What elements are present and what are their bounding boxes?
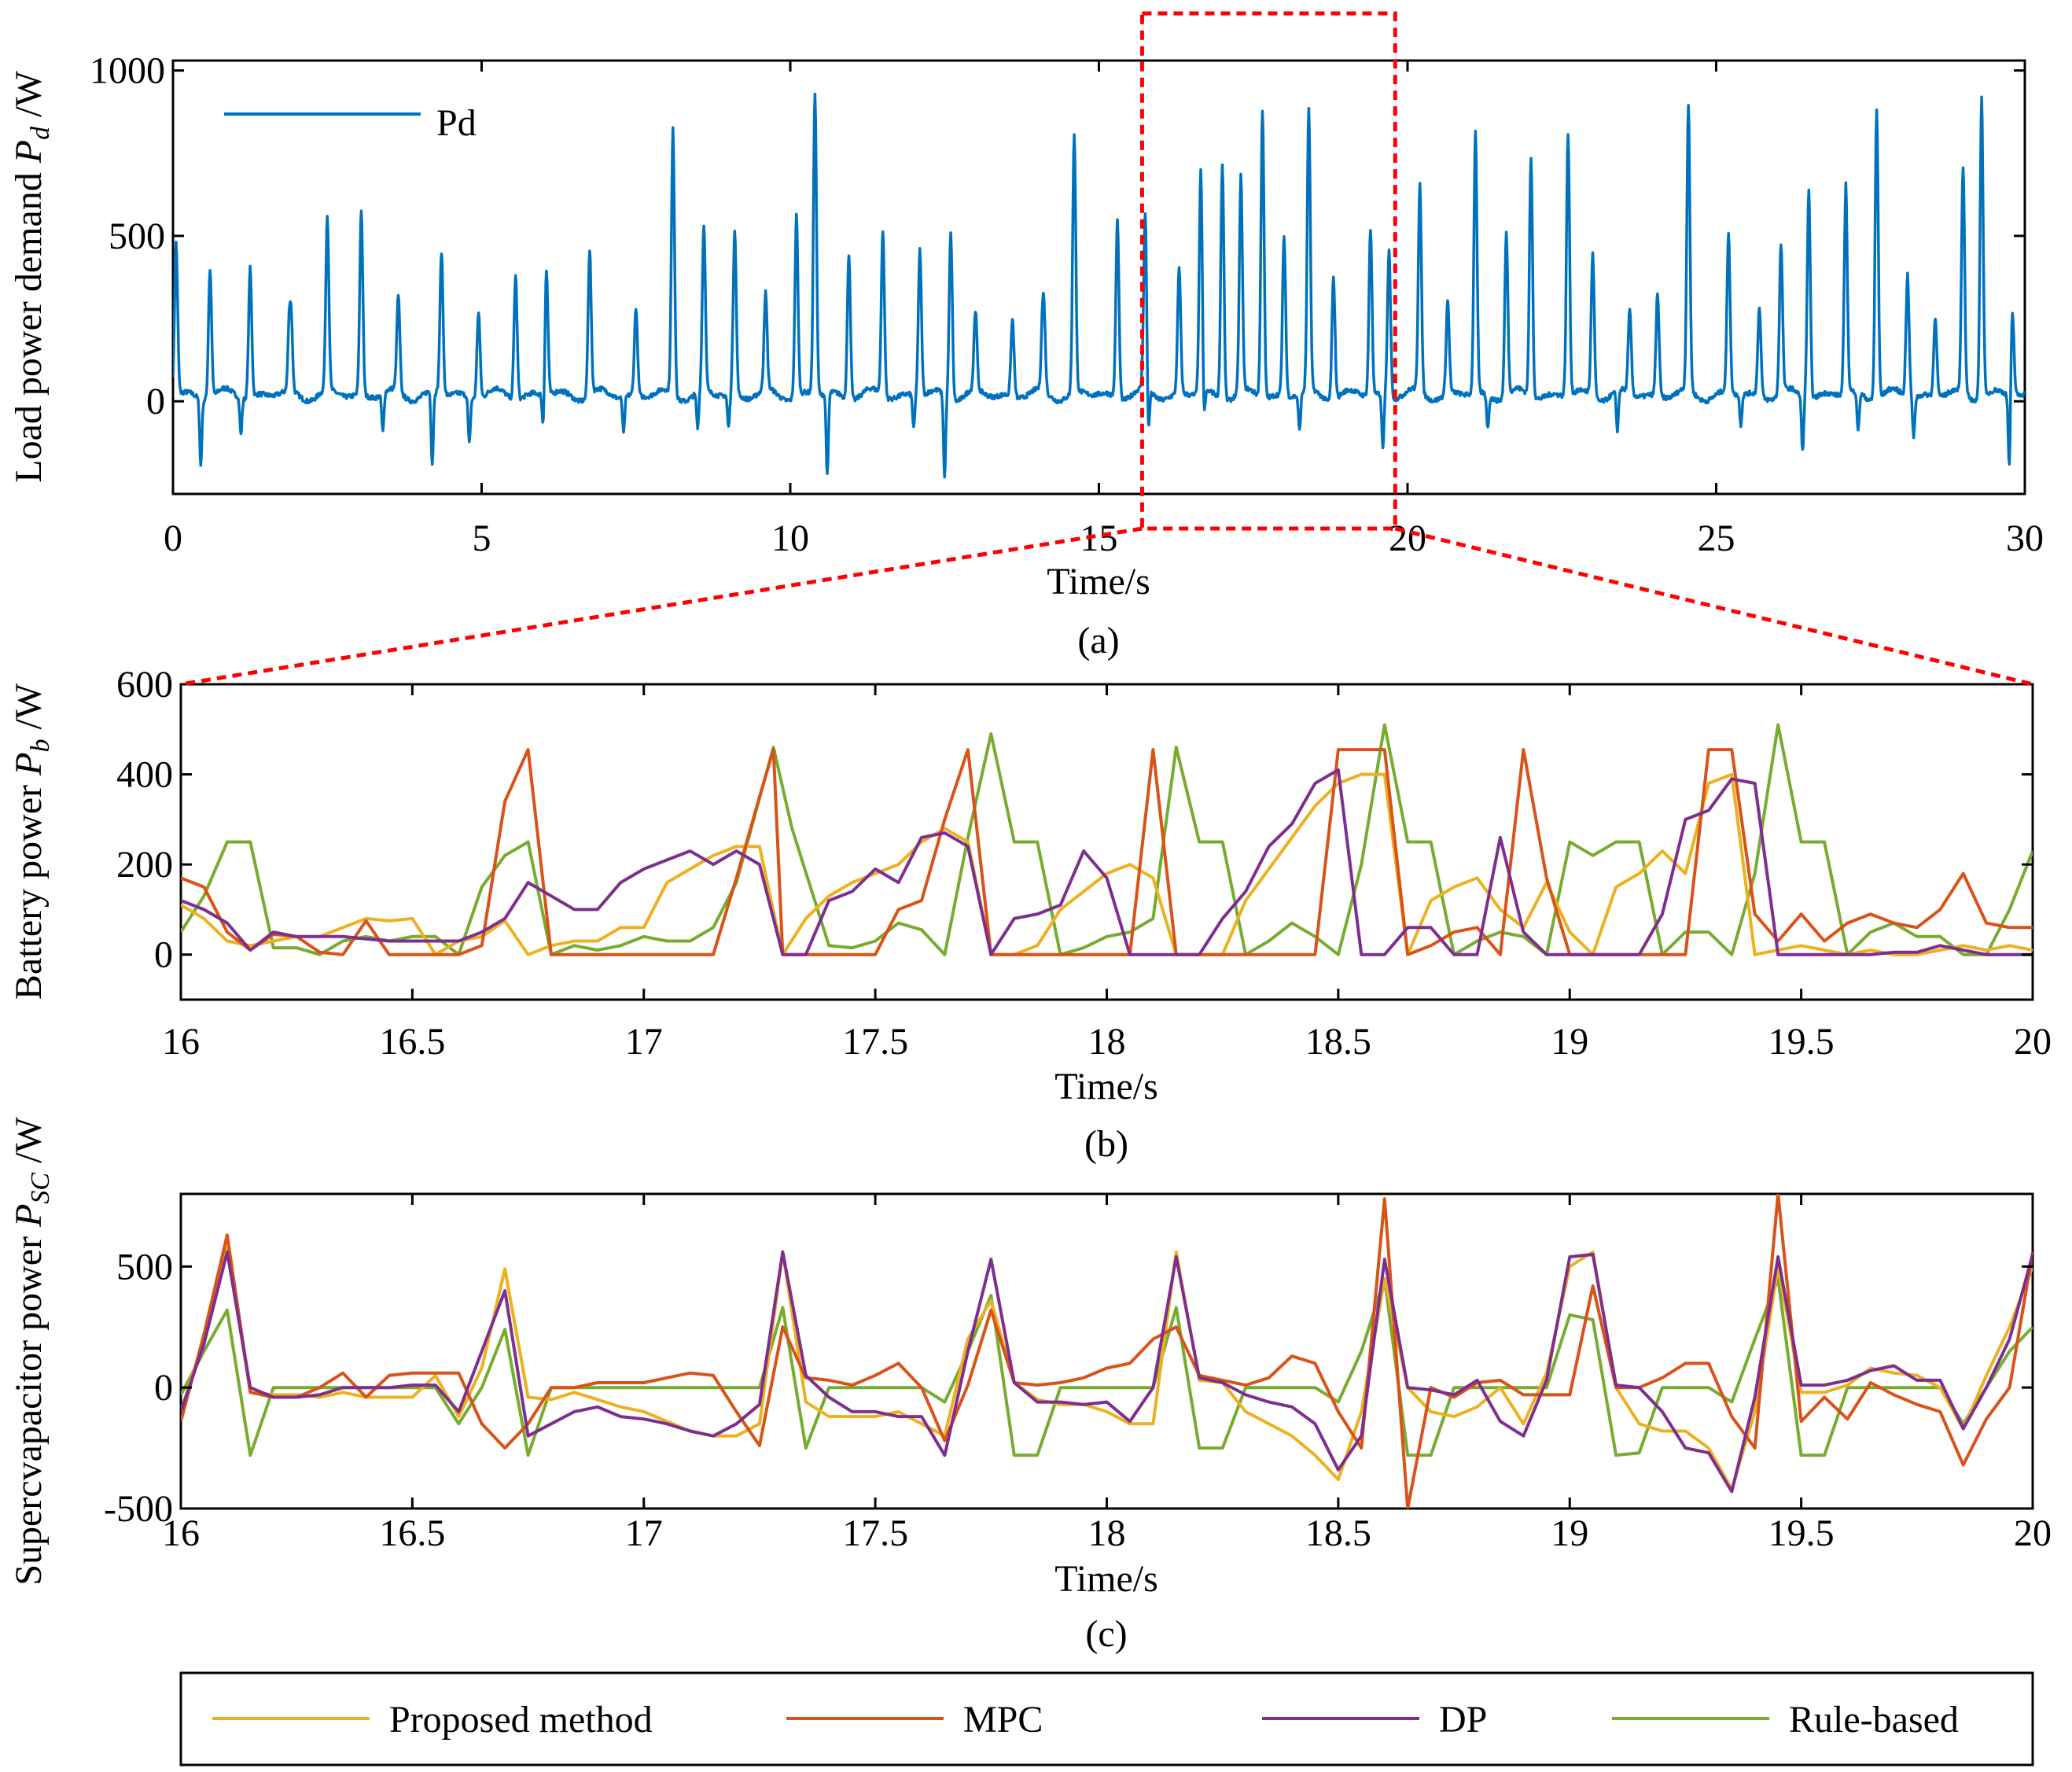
xlabel-c: Time/s (1054, 1558, 1158, 1600)
caption-a: (a) (1077, 620, 1119, 661)
xtick-label: 17.5 (842, 1512, 908, 1554)
xtick-label: 16.5 (379, 1021, 445, 1063)
ytick-label: 600 (116, 664, 173, 705)
legend-pd-label: Pd (436, 102, 477, 144)
ytick-label: 500 (116, 1246, 173, 1288)
ylabel-a-main: Load power demand (8, 163, 50, 483)
zoom-connector-left (180, 526, 1143, 687)
series-line-rule-based (181, 723, 2033, 956)
ytick-label: 400 (116, 754, 173, 796)
ylabel-a: Load power demand Pd /W (8, 71, 55, 483)
xlabel-a: Time/s (1047, 561, 1150, 602)
xtick-label: 30 (2006, 518, 2044, 559)
ylabel-b-subscript: b (26, 739, 55, 753)
ytick-label: 200 (116, 844, 173, 886)
ylabel-b-main: Battery power (8, 775, 50, 1000)
xtick-label: 17 (625, 1021, 663, 1063)
caption-c: (c) (1085, 1613, 1127, 1655)
xtick-label: 19 (1551, 1021, 1588, 1063)
plot-area-c (181, 1194, 2033, 1509)
xtick-label: 19 (1551, 1512, 1588, 1554)
axes-c-frame (179, 1192, 2034, 1510)
xtick-label: 20 (2014, 1021, 2052, 1063)
series-line-pd (173, 92, 2025, 479)
ytick-label: 0 (146, 381, 165, 422)
xtick-label: 18 (1088, 1512, 1126, 1554)
ticks-c: 16 16.5 17 17.5 18 18.5 19 19.5 20 -500 0 500 (104, 1194, 2052, 1554)
series-line-mpc (181, 748, 2033, 956)
xtick-label: 20 (2014, 1512, 2052, 1554)
panel-c: 16 16.5 17 17.5 18 18.5 19 19.5 20 -500 0 500 Time/… (8, 1117, 2052, 1655)
xtick-label: 16 (162, 1512, 200, 1554)
plot-area-b (181, 723, 2033, 956)
xtick-label: 19.5 (1768, 1021, 1835, 1063)
ytick-label: 1000 (90, 50, 165, 92)
xtick-label: 16 (162, 1021, 200, 1063)
ytick-label: 500 (109, 216, 165, 257)
xtick-label: 17 (625, 1512, 663, 1554)
series-line-proposed-method (181, 772, 2033, 956)
zoom-indicator (180, 11, 2033, 687)
xtick-label: 25 (1698, 518, 1735, 559)
ytick-label: 0 (154, 1367, 173, 1409)
xtick-label: 18.5 (1305, 1021, 1371, 1063)
ylabel-b-unit: /W (8, 683, 50, 739)
xtick-label: 10 (771, 518, 809, 559)
xtick-label: 19.5 (1768, 1512, 1835, 1554)
ylabel-c: Supercvapacitor power PSC /W (8, 1117, 55, 1586)
ylabel-c-main: Supercvapacitor power (8, 1227, 50, 1586)
xlabel-b: Time/s (1054, 1066, 1158, 1107)
ylabel-c-subscript: SC (26, 1173, 55, 1204)
legend-mpc-label: MPC (963, 1699, 1043, 1741)
caption-b: (b) (1084, 1123, 1128, 1165)
xtick-label: 16.5 (379, 1512, 445, 1554)
ytick-label: -500 (104, 1488, 173, 1530)
series-line-mpc (181, 1194, 2033, 1509)
ylabel-b-symbol: P (8, 753, 50, 776)
legend-proposed-label: Proposed method (389, 1699, 653, 1741)
ylabel-b: Battery power Pb /W (8, 683, 55, 1000)
series-line-dp (181, 1250, 2033, 1494)
xtick-label: 5 (473, 518, 491, 559)
ylabel-c-symbol: P (8, 1204, 50, 1228)
ylabel-c-unit: /W (8, 1117, 50, 1173)
ylabel-a-symbol: P (8, 140, 50, 164)
legend-box (179, 1671, 2034, 1766)
ylabel-a-subscript: d (26, 126, 55, 140)
xtick-label: 18.5 (1305, 1512, 1371, 1554)
ytick-label: 0 (154, 934, 173, 976)
xtick-label: 0 (164, 518, 182, 559)
legend-rule-label: Rule-based (1789, 1699, 1959, 1741)
xtick-label: 17.5 (842, 1021, 908, 1063)
zoom-box (1139, 11, 1397, 531)
legend-dp-label: DP (1439, 1699, 1487, 1741)
xtick-label: 15 (1080, 518, 1118, 559)
xtick-label: 18 (1088, 1021, 1126, 1063)
legend: Proposed method MPC DP Rule-based (179, 1671, 2034, 1766)
ylabel-a-unit: /W (8, 71, 50, 127)
series-line-dp (181, 768, 2033, 956)
plot-area-a (173, 92, 2025, 479)
